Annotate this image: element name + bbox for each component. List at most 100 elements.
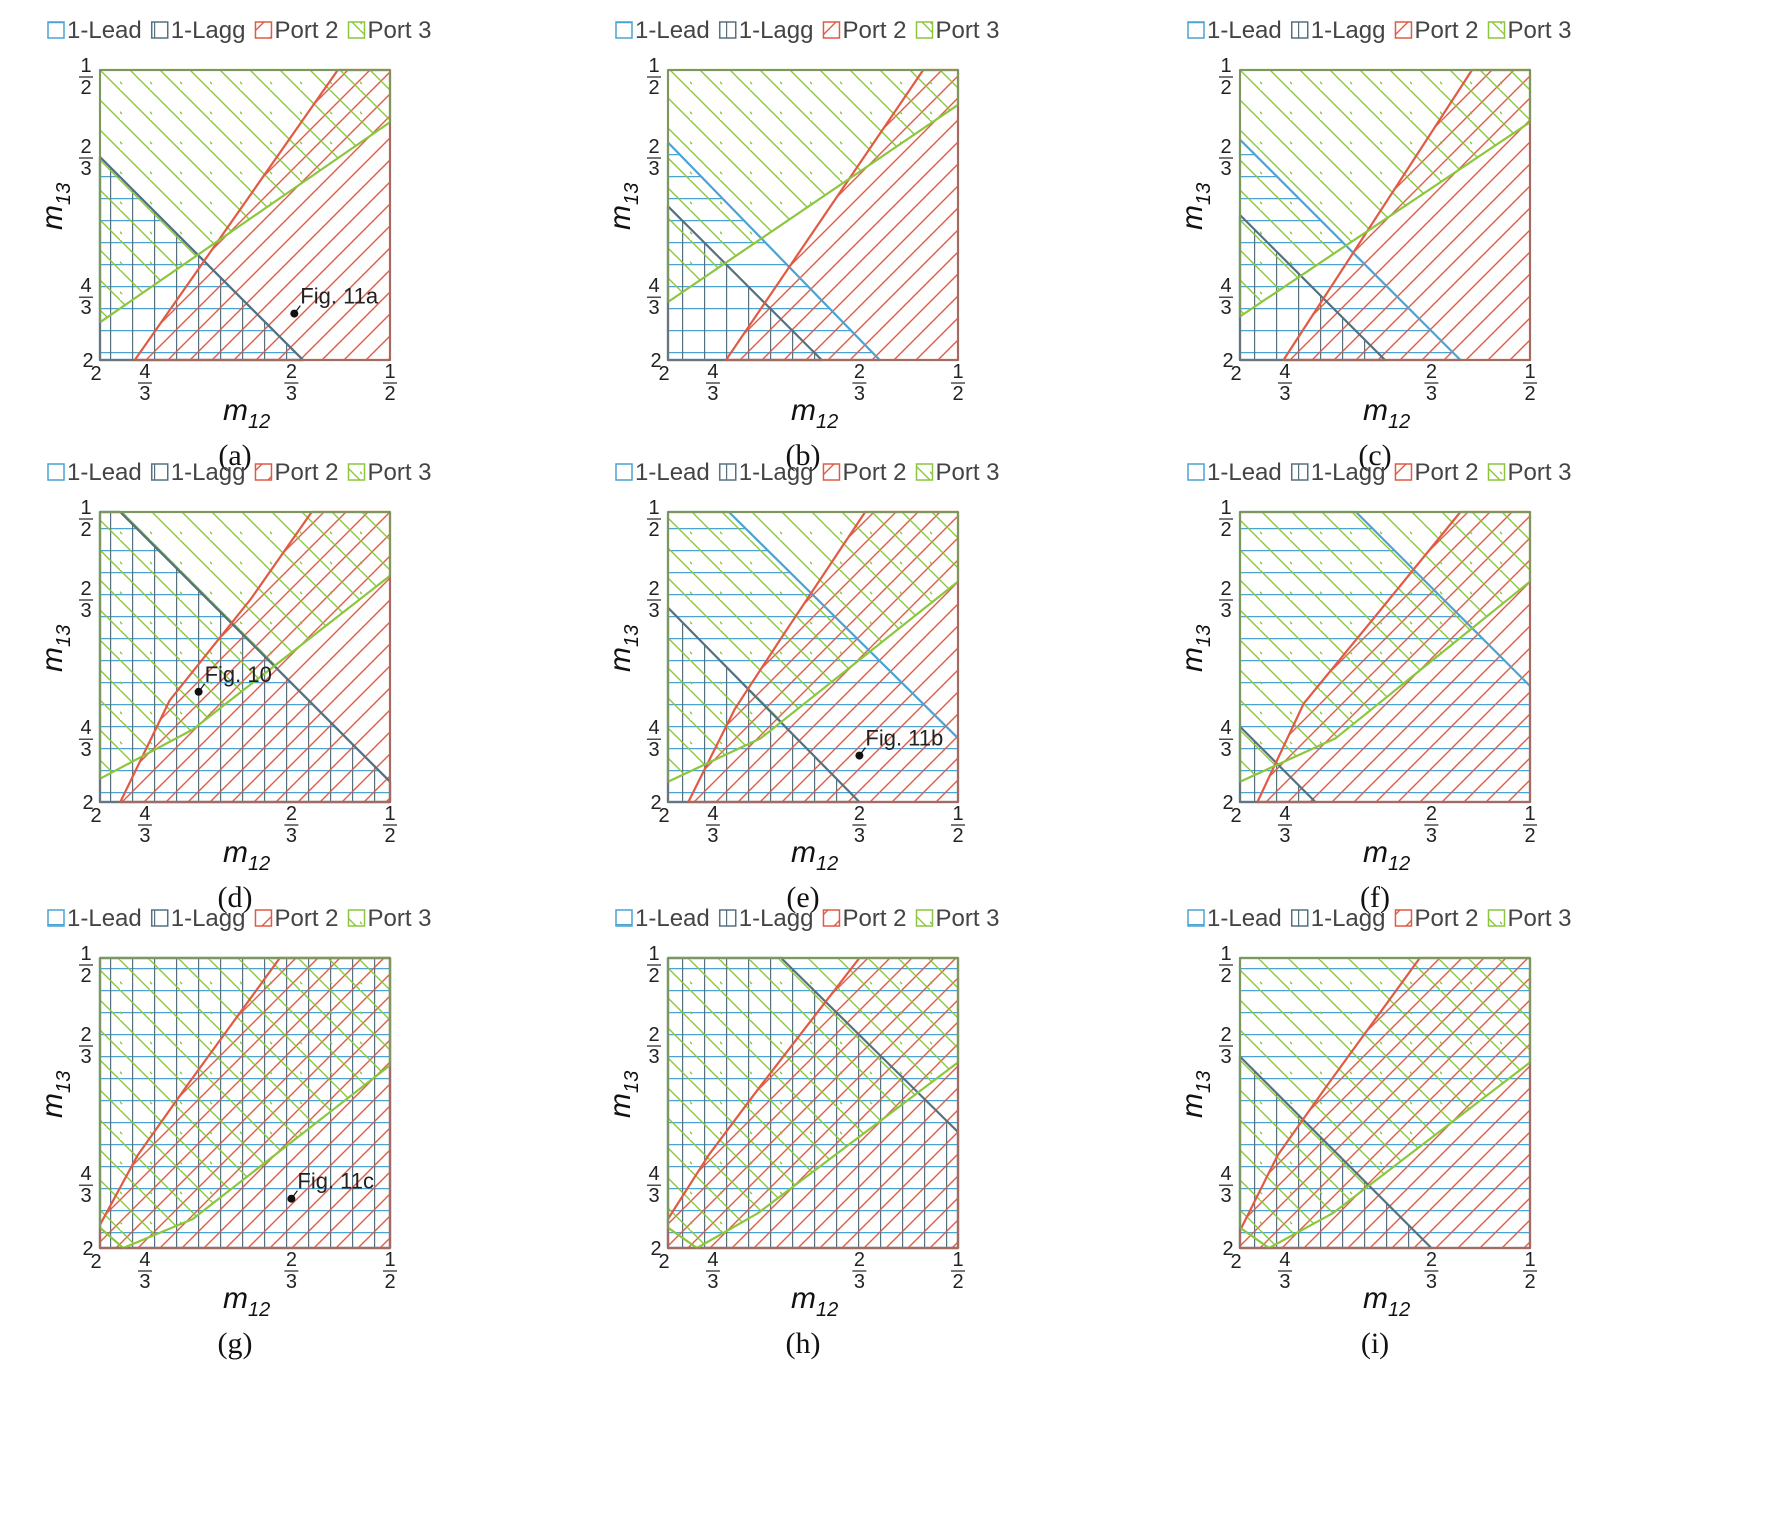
y-tick-label: 12 (647, 943, 661, 987)
x-tick-num: 2 (854, 1249, 865, 1271)
panel-d: 1-Lead 1-Lagg Port 2 Port 322 434323231212m1… (36, 459, 432, 914)
legend-swatch-hatch-lagg (719, 910, 736, 926)
x-tick-den: 3 (139, 1271, 150, 1293)
y-tick-label: 2 (82, 1238, 93, 1260)
x-tick-den: 2 (384, 383, 395, 405)
y-tick-text: 2 (650, 1238, 661, 1260)
x-axis-label: m12 (223, 836, 270, 875)
x-tick-num: 4 (707, 803, 718, 825)
x-tick-label: 43 (705, 361, 720, 405)
legend-swatch-hatch-lagg (719, 464, 736, 480)
legend: 1-Lead 1-Lagg Port 2 Port 3 (615, 17, 1000, 44)
y-tick-label: 2 (82, 350, 93, 372)
y-tick-den: 3 (1220, 1185, 1231, 1207)
y-axis-label: m13 (1176, 625, 1215, 672)
panel-caption: (g) (218, 1327, 253, 1360)
x-tick-num: 1 (1524, 803, 1535, 825)
legend: 1-Lead 1-Lagg Port 2 Port 3 (1187, 459, 1572, 486)
legend-swatch-hatch-lead (1188, 910, 1204, 926)
x-tick-den: 3 (707, 1271, 718, 1293)
legend-swatch-hatch-lagg (719, 22, 736, 38)
x-tick-den: 2 (384, 825, 395, 847)
panel-f: 1-Lead 1-Lagg Port 2 Port 322 434323231212m1… (1176, 459, 1572, 914)
x-tick-label: 23 (852, 803, 867, 847)
y-tick-label: 12 (647, 497, 661, 541)
legend-label-port3: Port 3 (936, 459, 1000, 486)
y-tick-label: 23 (1219, 578, 1233, 622)
legend-swatch-hatch-lagg (151, 910, 168, 926)
x-tick-label: 43 (705, 803, 720, 847)
legend-label-port2: Port 2 (842, 17, 906, 44)
y-tick-text: 2 (82, 1238, 93, 1260)
legend-swatch-hatch-lagg (1291, 464, 1308, 480)
panel-caption: (e) (786, 881, 819, 914)
x-axis-label: m12 (791, 836, 838, 875)
legend-label-port2: Port 2 (1414, 905, 1478, 932)
legend-swatch-hatch-port3 (916, 22, 933, 38)
y-tick-num: 1 (648, 55, 659, 77)
y-tick-text: 2 (650, 350, 661, 372)
x-tick-den: 3 (1279, 1271, 1290, 1293)
legend-label-port2: Port 2 (274, 905, 338, 932)
plot-frame (1239, 69, 1531, 361)
y-tick-den: 3 (80, 1185, 91, 1207)
y-tick-den: 2 (1220, 965, 1231, 987)
x-tick-den: 3 (854, 825, 865, 847)
y-axis-label-sub: 13 (1193, 1071, 1215, 1093)
x-tick-den: 2 (1524, 825, 1535, 847)
legend-label-port3: Port 3 (368, 459, 432, 486)
x-tick-label: 2 (658, 805, 669, 827)
x-tick-label: 43 (137, 803, 152, 847)
y-tick-den: 3 (648, 158, 659, 180)
x-tick-num: 1 (384, 1249, 395, 1271)
x-tick-den: 3 (286, 825, 297, 847)
legend-swatch-hatch-lead (48, 910, 64, 926)
x-tick-num: 1 (1524, 1249, 1535, 1271)
y-tick-num: 4 (1220, 1163, 1231, 1185)
legend-swatch-hatch-port3 (916, 910, 933, 926)
legend-label-lead: 1-Lead (635, 17, 710, 44)
y-axis-label: m13 (36, 1071, 75, 1118)
y-axis-label-sub: 13 (53, 625, 75, 647)
x-tick-text: 2 (90, 805, 101, 827)
x-axis-label-sub: 12 (1388, 1299, 1410, 1321)
legend-swatch-hatch-lagg (1291, 910, 1308, 926)
legend-label-lead: 1-Lead (67, 905, 142, 932)
y-tick-num: 1 (80, 497, 91, 519)
y-tick-den: 3 (648, 1185, 659, 1207)
y-tick-label: 43 (647, 717, 661, 761)
legend-swatch-hatch-port3 (348, 22, 365, 38)
x-tick-label: 2 (1230, 805, 1241, 827)
x-tick-den: 3 (1279, 383, 1290, 405)
annotation-leader (290, 1190, 298, 1200)
legend-label-lead: 1-Lead (635, 459, 710, 486)
x-tick-label: 23 (284, 361, 299, 405)
legend-swatch-hatch-lead (48, 22, 64, 38)
x-tick-label: 12 (1523, 803, 1537, 847)
panel-caption: (f) (1360, 881, 1390, 914)
legend: 1-Lead 1-Lagg Port 2 Port 3 (615, 905, 1000, 932)
y-tick-den: 3 (80, 297, 91, 319)
y-tick-num: 4 (80, 1163, 91, 1185)
region-port3 (100, 512, 390, 779)
y-tick-label: 43 (79, 275, 93, 319)
x-tick-den: 2 (952, 383, 963, 405)
legend-label-port2: Port 2 (274, 17, 338, 44)
y-tick-label: 23 (79, 1024, 93, 1068)
x-tick-den: 3 (139, 383, 150, 405)
x-tick-label: 12 (951, 361, 965, 405)
region-port3 (100, 958, 390, 1248)
legend-swatch-hatch-port2 (255, 22, 272, 38)
y-tick-label: 23 (647, 136, 661, 180)
x-tick-text: 2 (1230, 805, 1241, 827)
y-tick-label: 12 (79, 55, 93, 99)
y-tick-label: 12 (1219, 943, 1233, 987)
x-axis-label-sub: 12 (1388, 853, 1410, 875)
legend-swatch-hatch-lead (616, 910, 632, 926)
x-axis-label: m12 (791, 1282, 838, 1321)
region-port3 (1240, 70, 1530, 317)
y-tick-label: 43 (647, 1163, 661, 1207)
y-axis-label-sub: 13 (53, 183, 75, 205)
y-tick-den: 2 (80, 965, 91, 987)
legend-swatch-hatch-lead (616, 464, 632, 480)
